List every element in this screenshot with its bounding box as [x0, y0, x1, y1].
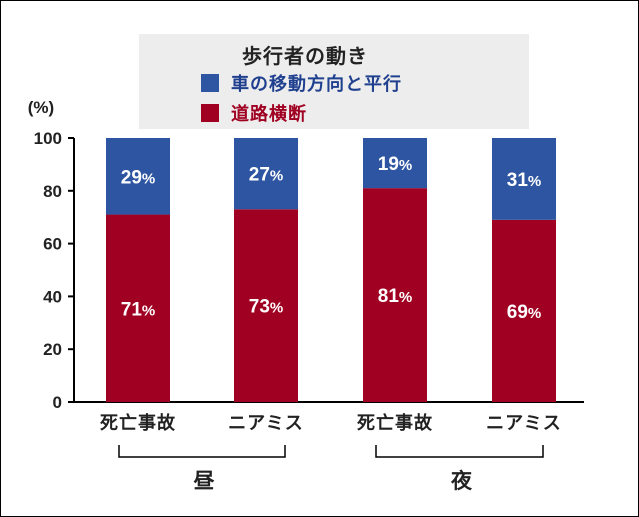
x-tick-label: ニアミス [486, 413, 562, 434]
y-tick-label: 40 [43, 287, 62, 306]
bar-segment [492, 219, 556, 402]
bar-segment [363, 188, 427, 402]
legend-title: 歩行者の動き [242, 44, 368, 68]
bar-segment [363, 138, 427, 189]
legend-swatch-parallel [201, 74, 219, 92]
y-tick-label: 0 [53, 393, 62, 412]
data-label: 73% [249, 297, 283, 318]
group-bracket [118, 445, 286, 458]
legend: 歩行者の動き 車の移動方向と平行 道路横断 [139, 34, 529, 129]
legend-label-crossing: 道路横断 [231, 104, 307, 125]
legend-swatch-crossing [201, 104, 219, 122]
data-label: 81% [378, 286, 412, 307]
y-tick-label: 80 [43, 182, 62, 201]
data-label: 29% [121, 167, 155, 188]
data-label: 69% [507, 302, 541, 323]
data-label: 19% [378, 154, 412, 175]
y-axis-label: (%) [28, 98, 54, 117]
bar-segment [234, 209, 298, 402]
bar-segment [106, 138, 170, 215]
y-tick-label: 20 [43, 340, 62, 359]
y-tick-label: 60 [43, 235, 62, 254]
x-tick-label: ニアミス [228, 413, 304, 434]
bar-segment [234, 138, 298, 210]
bar-segment [106, 214, 170, 402]
data-label: 27% [249, 165, 283, 186]
data-label: 71% [121, 299, 155, 320]
bar-segment [492, 138, 556, 220]
group-bracket [375, 445, 544, 458]
group-label: 昼 [194, 469, 215, 493]
y-tick-label: 100 [34, 129, 62, 148]
group-label: 夜 [450, 469, 473, 493]
legend-label-parallel: 車の移動方向と平行 [231, 74, 402, 95]
x-tick-label: 死亡事故 [100, 412, 176, 434]
x-tick-label: 死亡事故 [357, 412, 433, 434]
data-label: 31% [507, 170, 541, 191]
